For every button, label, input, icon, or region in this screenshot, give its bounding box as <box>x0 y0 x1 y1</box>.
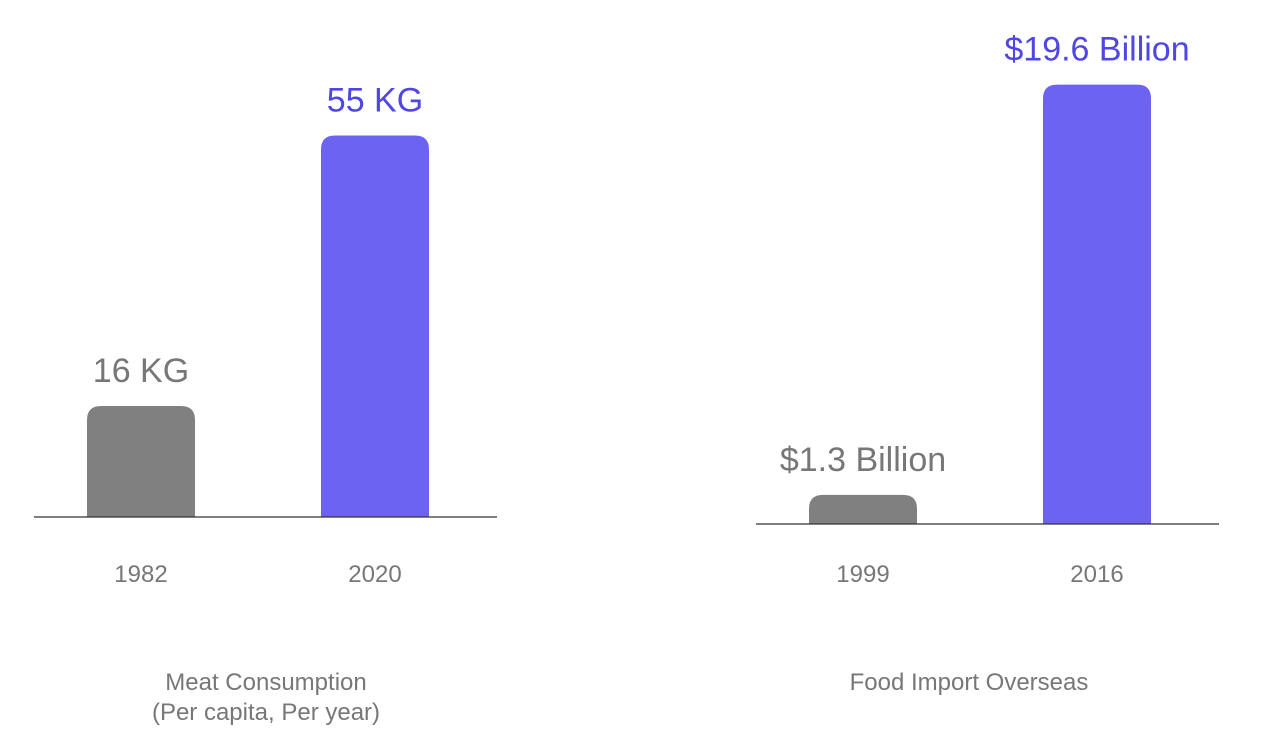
chart-title: Meat Consumption <box>165 669 366 696</box>
chart-subtitle: (Per capita, Per year) <box>152 699 380 726</box>
data-label-1982: 16 KG <box>93 352 189 390</box>
tick-label-1999: 1999 <box>836 561 889 588</box>
bar-1982 <box>87 406 195 517</box>
data-label-2016: $19.6 Billion <box>1004 31 1189 69</box>
food-import-chart: Food Import Overseas $1.3 Billion 1999 $19… <box>756 31 1219 696</box>
data-label-2020: 55 KG <box>327 82 423 120</box>
bar-2016 <box>1043 84 1151 525</box>
bar-2020 <box>321 135 429 517</box>
bar-1999 <box>809 494 917 524</box>
chart-title: Food Import Overseas <box>850 669 1089 696</box>
meat-consumption-chart: Meat Consumption (Per capita, Per year) … <box>34 82 497 726</box>
data-label-1999: $1.3 Billion <box>780 441 946 479</box>
tick-label-2020: 2020 <box>348 561 401 588</box>
tick-label-1982: 1982 <box>114 561 167 588</box>
tick-label-2016: 2016 <box>1070 561 1123 588</box>
